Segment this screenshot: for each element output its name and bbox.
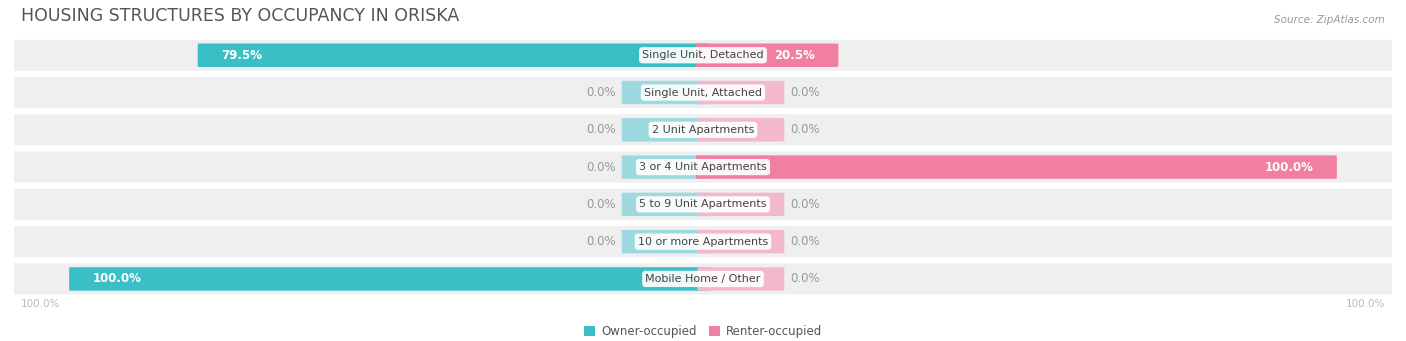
FancyBboxPatch shape [697, 118, 785, 142]
FancyBboxPatch shape [621, 118, 709, 142]
FancyBboxPatch shape [198, 44, 710, 67]
FancyBboxPatch shape [696, 44, 838, 67]
FancyBboxPatch shape [0, 152, 1406, 182]
Text: 20.5%: 20.5% [775, 49, 815, 62]
FancyBboxPatch shape [0, 40, 1406, 71]
Text: Source: ZipAtlas.com: Source: ZipAtlas.com [1274, 15, 1385, 25]
FancyBboxPatch shape [0, 264, 1406, 294]
FancyBboxPatch shape [697, 267, 785, 291]
Text: Single Unit, Attached: Single Unit, Attached [644, 88, 762, 98]
FancyBboxPatch shape [621, 155, 709, 179]
FancyBboxPatch shape [697, 193, 785, 216]
Text: 3 or 4 Unit Apartments: 3 or 4 Unit Apartments [640, 162, 766, 172]
Text: 0.0%: 0.0% [790, 86, 820, 99]
Text: 100.0%: 100.0% [1264, 161, 1313, 174]
Text: 0.0%: 0.0% [586, 86, 616, 99]
FancyBboxPatch shape [621, 81, 709, 104]
Text: 0.0%: 0.0% [586, 161, 616, 174]
Legend: Owner-occupied, Renter-occupied: Owner-occupied, Renter-occupied [579, 321, 827, 341]
FancyBboxPatch shape [0, 77, 1406, 108]
FancyBboxPatch shape [621, 193, 709, 216]
FancyBboxPatch shape [0, 114, 1406, 145]
Text: 100.0%: 100.0% [93, 272, 142, 285]
Text: 0.0%: 0.0% [790, 198, 820, 211]
Text: 0.0%: 0.0% [790, 235, 820, 248]
FancyBboxPatch shape [696, 155, 1337, 179]
Text: 0.0%: 0.0% [790, 272, 820, 285]
Text: 5 to 9 Unit Apartments: 5 to 9 Unit Apartments [640, 199, 766, 209]
Text: 10 or more Apartments: 10 or more Apartments [638, 237, 768, 247]
Text: Mobile Home / Other: Mobile Home / Other [645, 274, 761, 284]
FancyBboxPatch shape [0, 189, 1406, 220]
FancyBboxPatch shape [697, 230, 785, 253]
Text: 79.5%: 79.5% [221, 49, 262, 62]
Text: 100.0%: 100.0% [1346, 299, 1385, 309]
FancyBboxPatch shape [697, 81, 785, 104]
FancyBboxPatch shape [69, 267, 710, 291]
FancyBboxPatch shape [0, 226, 1406, 257]
Text: 0.0%: 0.0% [586, 123, 616, 136]
Text: 2 Unit Apartments: 2 Unit Apartments [652, 125, 754, 135]
Text: Single Unit, Detached: Single Unit, Detached [643, 50, 763, 60]
Text: 0.0%: 0.0% [586, 198, 616, 211]
Text: 0.0%: 0.0% [790, 123, 820, 136]
Text: HOUSING STRUCTURES BY OCCUPANCY IN ORISKA: HOUSING STRUCTURES BY OCCUPANCY IN ORISK… [21, 7, 460, 25]
Text: 0.0%: 0.0% [586, 235, 616, 248]
Text: 100.0%: 100.0% [21, 299, 60, 309]
FancyBboxPatch shape [621, 230, 709, 253]
